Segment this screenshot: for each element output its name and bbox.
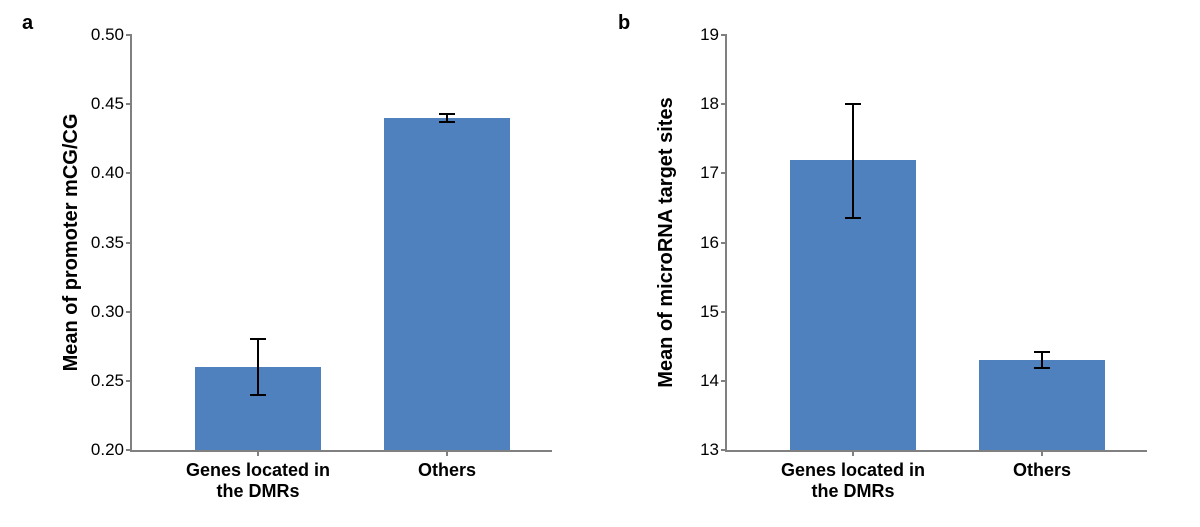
ytick-label: 15 [700, 302, 727, 322]
error-bar [257, 339, 259, 394]
ytick-label: 17 [700, 163, 727, 183]
panel-a-plot: 0.200.250.300.350.400.450.50Genes locate… [130, 35, 552, 452]
ytick-label: 0.40 [91, 163, 132, 183]
panel-b-plot: 13141516171819Genes located in the DMRsO… [725, 35, 1147, 452]
ytick-label: 0.35 [91, 233, 132, 253]
error-cap [845, 103, 861, 105]
error-cap [250, 394, 266, 396]
ytick-label: 0.50 [91, 25, 132, 45]
error-bar [1041, 352, 1043, 369]
panel-b-ylabel: Mean of microRNA target sites [655, 35, 678, 450]
xtick-label: Genes located in the DMRs [781, 450, 925, 502]
panel-a-label: a [22, 12, 33, 35]
bar [979, 360, 1105, 450]
xtick-label: Others [418, 450, 476, 481]
error-cap [250, 338, 266, 340]
error-cap [1034, 351, 1050, 353]
ytick-label: 0.30 [91, 302, 132, 322]
ytick-label: 18 [700, 94, 727, 114]
error-cap [1034, 367, 1050, 369]
error-cap [439, 121, 455, 123]
ytick-label: 0.45 [91, 94, 132, 114]
panel-a-ylabel: Mean of promoter mCG/CG [60, 35, 83, 450]
error-cap [845, 217, 861, 219]
xtick-label: Genes located in the DMRs [186, 450, 330, 502]
figure: a 0.200.250.300.350.400.450.50Genes loca… [0, 0, 1200, 527]
ytick-label: 16 [700, 233, 727, 253]
ytick-label: 0.20 [91, 440, 132, 460]
panel-b-label: b [618, 12, 630, 35]
bar [384, 118, 510, 450]
error-bar [852, 104, 854, 218]
ytick-label: 13 [700, 440, 727, 460]
ytick-label: 0.25 [91, 371, 132, 391]
xtick-label: Others [1013, 450, 1071, 481]
ytick-label: 19 [700, 25, 727, 45]
ytick-label: 14 [700, 371, 727, 391]
error-cap [439, 113, 455, 115]
